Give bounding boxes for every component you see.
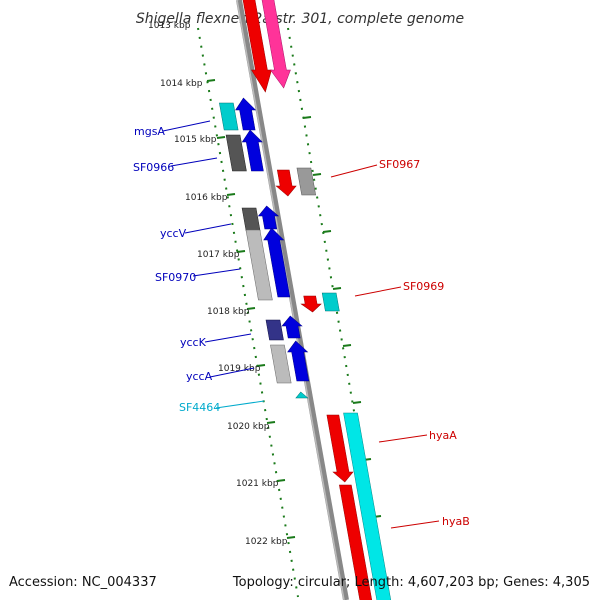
gene-label-yccK[interactable]: yccK <box>180 336 207 349</box>
gene-label-SF0970[interactable]: SF0970 <box>155 271 196 284</box>
gene-rna[interactable] <box>321 292 340 312</box>
gene-label-SF0967[interactable]: SF0967 <box>379 158 420 171</box>
gene-label-SF0969[interactable]: SF0969 <box>403 280 444 293</box>
leader-lines-left <box>162 120 255 378</box>
genome-summary-text: Topology: circular; Length: 4,607,203 bp… <box>232 575 590 590</box>
gene-hyaB[interactable] <box>339 484 373 600</box>
gene-hyaA[interactable] <box>323 414 355 483</box>
gene-other[interactable] <box>296 167 317 196</box>
gene-yccA[interactable] <box>270 344 292 384</box>
accession-text: Accession: NC_004337 <box>9 575 157 590</box>
kbp-label: 1014 kbp <box>160 79 203 89</box>
gene-label-mgsA[interactable]: mgsA <box>134 125 165 138</box>
gene-SF0966[interactable] <box>225 134 247 172</box>
kbp-label: 1021 kbp <box>236 479 279 489</box>
gene-label-yccV[interactable]: yccV <box>160 227 187 240</box>
genome-backbone <box>236 0 349 600</box>
kbp-label: 1013 kbp <box>148 21 191 31</box>
gene-SF4464[interactable] <box>295 391 309 399</box>
kbp-label: 1017 kbp <box>197 250 240 260</box>
tick-track-left <box>197 27 299 598</box>
gene-label-hyaB[interactable]: hyaB <box>442 515 470 528</box>
gene-mgsA[interactable] <box>219 102 239 131</box>
gene-SF0967[interactable] <box>273 169 298 197</box>
gene-rna[interactable] <box>343 412 392 600</box>
kbp-label: 1015 kbp <box>174 135 217 145</box>
kbp-label: 1018 kbp <box>207 307 250 317</box>
gene-label-SF4464[interactable]: SF4464 <box>179 401 220 414</box>
kbp-label: 1020 kbp <box>227 422 270 432</box>
gene-forward[interactable] <box>262 227 294 298</box>
gene-forward[interactable] <box>233 97 259 131</box>
kbp-label: 1022 kbp <box>245 537 288 547</box>
leader-line-SF4464 <box>215 400 265 409</box>
gene-yccK[interactable] <box>265 319 284 341</box>
gene-label-hyaA[interactable]: hyaA <box>429 429 457 442</box>
gene-SF0969[interactable] <box>300 295 323 313</box>
gene-forward[interactable] <box>257 205 281 230</box>
gene-pseudo[interactable] <box>257 0 294 89</box>
kbp-label: 1016 kbp <box>185 193 228 203</box>
genome-title: Shigella flexneri 2a str. 301, complete … <box>136 11 464 27</box>
gene-track <box>219 0 392 600</box>
gene-SF0970[interactable] <box>245 229 273 301</box>
gene-label-yccA[interactable]: yccA <box>186 370 213 383</box>
genome-backbone-highlight <box>236 0 345 600</box>
gene-forward[interactable] <box>280 315 304 339</box>
gene-reverse[interactable] <box>238 0 275 93</box>
gene-forward[interactable] <box>286 340 313 382</box>
gene-yccV[interactable] <box>241 207 261 232</box>
gene-label-SF0966[interactable]: SF0966 <box>133 161 174 174</box>
kbp-label: 1019 kbp <box>218 364 261 374</box>
gene-forward[interactable] <box>240 129 267 172</box>
leader-lines-right <box>330 164 440 529</box>
